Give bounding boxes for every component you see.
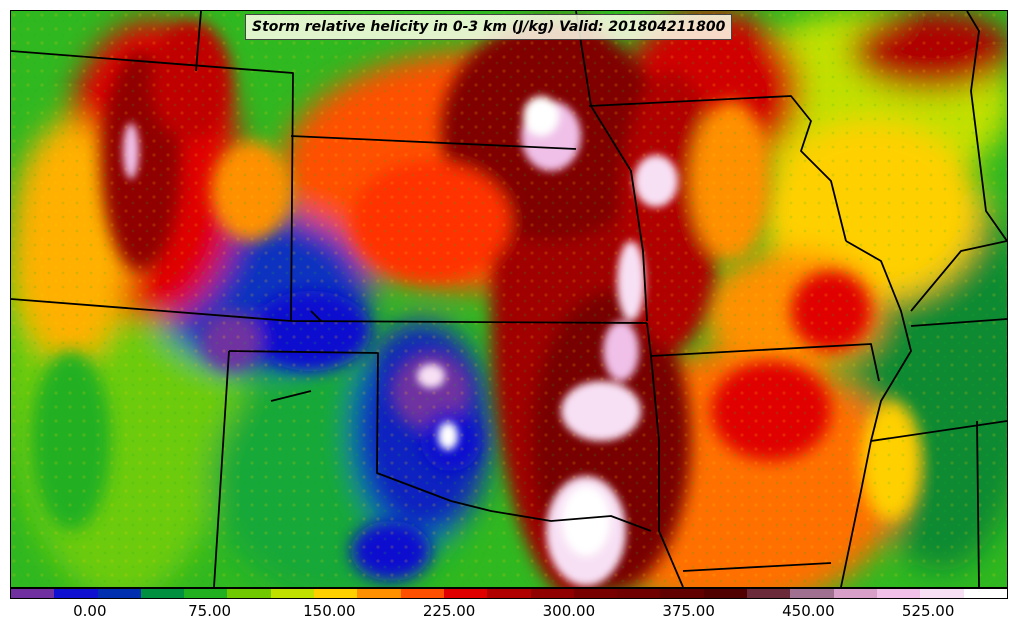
colorbar-swatch xyxy=(530,589,574,598)
colorbar-tick-label: 0.00 xyxy=(73,602,107,620)
colorbar-tick-label: 450.00 xyxy=(782,602,835,620)
colorbar-swatch xyxy=(703,589,748,598)
helicity-map xyxy=(10,10,1008,588)
colorbar-swatch xyxy=(140,589,185,598)
colorbar-swatch xyxy=(97,589,141,598)
colorbar-swatch xyxy=(920,589,964,598)
map-field xyxy=(11,11,1007,587)
colorbar-swatch xyxy=(227,589,271,598)
colorbar-swatch xyxy=(400,589,444,598)
colorbar-tick-label: 150.00 xyxy=(303,602,356,620)
colorbar-tick-label: 375.00 xyxy=(662,602,715,620)
colorbar-swatch xyxy=(660,589,704,598)
colorbar-swatch xyxy=(573,589,618,598)
colorbar-swatch xyxy=(833,589,877,598)
colorbar-tick-label: 525.00 xyxy=(901,602,955,620)
colorbar-swatch xyxy=(617,589,661,598)
colorbar-swatch xyxy=(54,589,98,598)
field-cores xyxy=(123,96,678,586)
map-title: Storm relative helicity in 0-3 km (J/kg)… xyxy=(245,14,733,40)
colorbar-tick-label: 300.00 xyxy=(542,602,596,620)
colorbar xyxy=(10,588,1008,599)
colorbar-swatch xyxy=(357,589,401,598)
colorbar-swatch xyxy=(184,589,228,598)
colorbar-swatch xyxy=(314,589,358,598)
colorbar-tick-label: 225.00 xyxy=(422,602,476,620)
state-boundaries xyxy=(11,11,1007,587)
colorbar-swatch xyxy=(876,589,921,598)
colorbar-tick-label: 75.00 xyxy=(188,602,232,620)
colorbar-swatch xyxy=(487,589,531,598)
colorbar-swatch xyxy=(443,589,488,598)
colorbar-ticks: 0.00 75.00 150.00 225.00 300.00 375.00 450.00 5… xyxy=(10,602,1008,624)
colorbar-swatch xyxy=(270,589,315,598)
colorbar-swatch xyxy=(11,589,55,598)
colorbar-swatch xyxy=(790,589,834,598)
colorbar-swatch xyxy=(747,589,791,598)
colorbar-swatch xyxy=(963,589,1007,598)
